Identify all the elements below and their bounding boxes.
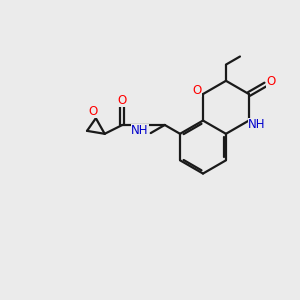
Text: O: O [118,94,127,107]
Text: O: O [193,84,202,97]
Text: NH: NH [248,118,265,131]
Text: NH: NH [131,124,149,137]
Text: O: O [266,75,276,88]
Text: O: O [88,105,98,118]
